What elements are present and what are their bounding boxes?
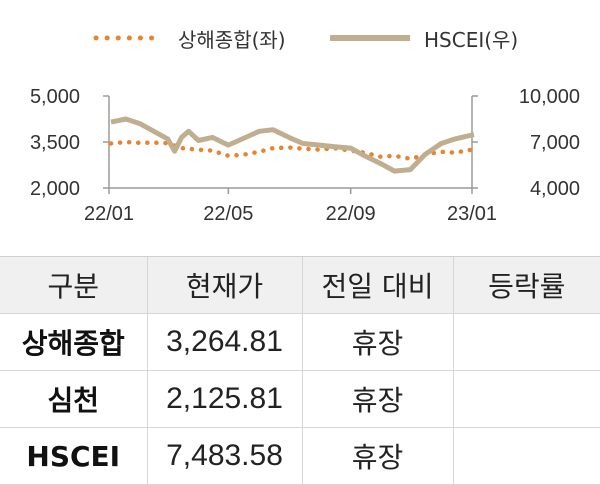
row-name: HSCEI xyxy=(0,427,147,485)
row-change: 휴장 xyxy=(301,370,453,428)
row-name: 심천 xyxy=(0,370,147,428)
y-left-tick-label: 5,000 xyxy=(30,86,80,108)
row-rate xyxy=(452,313,600,371)
table-header-row: 구분 현재가 전일 대비 등락률 xyxy=(0,256,600,314)
chart-legend: 상해종합(좌) HSCEI(우) xyxy=(0,20,600,56)
legend-swatch-shanghai xyxy=(93,35,164,41)
column-header-category: 구분 xyxy=(0,256,147,314)
row-change: 휴장 xyxy=(301,313,453,371)
x-tick-label: 22/09 xyxy=(326,203,376,225)
y-left-tick-label: 3,500 xyxy=(30,132,80,154)
legend-label-shanghai: 상해종합(좌) xyxy=(178,27,286,52)
legend-item-shanghai: 상해종합(좌) xyxy=(92,20,286,56)
legend-item-hscei: HSCEI(우) xyxy=(330,20,518,56)
x-tick-label: 22/01 xyxy=(84,203,134,225)
table-row: HSCEI 7,483.58 휴장 xyxy=(0,427,600,485)
row-rate xyxy=(452,370,600,428)
row-change: 휴장 xyxy=(301,427,453,485)
table-row: 심천 2,125.81 휴장 xyxy=(0,370,600,428)
row-name: 상해종합 xyxy=(0,313,147,371)
column-header-rate: 등락률 xyxy=(452,256,600,314)
series-line-shanghai xyxy=(108,139,477,162)
row-rate xyxy=(452,427,600,485)
row-price: 2,125.81 xyxy=(146,370,302,428)
y-left-tick-label: 2,000 xyxy=(30,178,80,200)
y-right-tick-label: 7,000 xyxy=(530,132,580,154)
index-table: 구분 현재가 전일 대비 등락률 상해종합 3,264.81 휴장 심천 2,1… xyxy=(0,256,600,485)
row-price: 7,483.58 xyxy=(146,427,302,485)
x-tick-label: 23/01 xyxy=(447,203,497,225)
row-price: 3,264.81 xyxy=(146,313,302,371)
column-header-price: 현재가 xyxy=(146,256,302,314)
y-right-tick-label: 10,000 xyxy=(519,86,580,108)
line-chart: 5,000 10,000 3,500 7,000 2,000 4,000 22/01 22/0… xyxy=(30,86,580,225)
series-line-hscei xyxy=(110,116,475,174)
table-row: 상해종합 3,264.81 휴장 xyxy=(0,313,600,371)
legend-swatch-hscei xyxy=(330,35,410,41)
x-tick-label: 22/05 xyxy=(203,203,253,225)
legend-label-hscei: HSCEI(우) xyxy=(424,27,519,52)
column-header-change: 전일 대비 xyxy=(301,256,453,314)
y-right-tick-label: 4,000 xyxy=(530,178,580,200)
